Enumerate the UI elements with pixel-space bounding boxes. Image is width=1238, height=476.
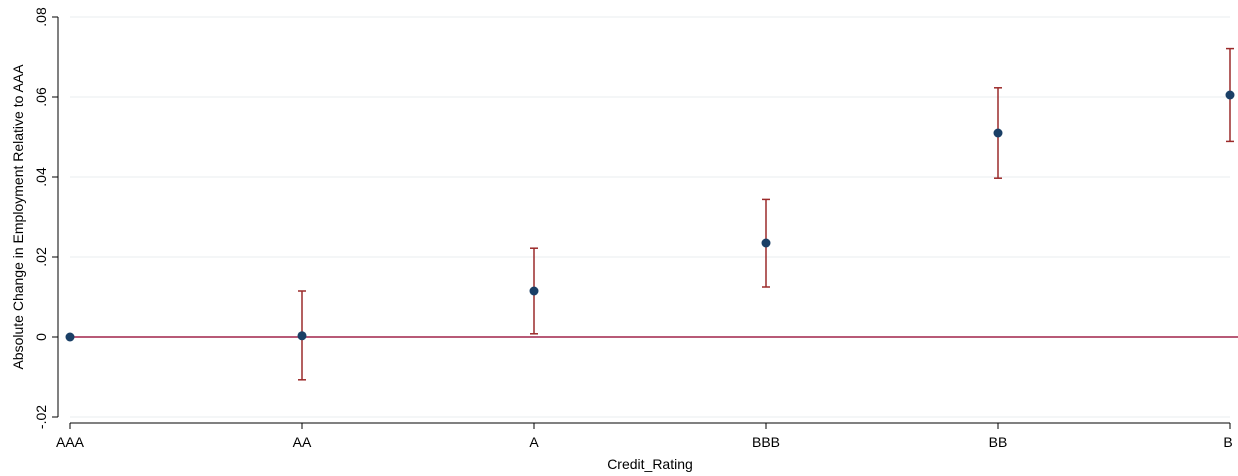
y-tick-label: 0 — [33, 333, 49, 341]
x-axis-title: Credit_Rating — [607, 456, 693, 472]
data-point — [993, 128, 1003, 138]
error-bars — [298, 47, 1234, 381]
y-tick-label: -.02 — [33, 405, 49, 429]
data-point — [761, 238, 771, 248]
data-point — [65, 332, 75, 342]
x-tick-label: B — [1223, 434, 1232, 450]
x-tick-label: AAA — [56, 434, 85, 450]
y-tick-label: .08 — [33, 7, 49, 27]
y-tick-label: .04 — [33, 167, 49, 187]
data-point — [1225, 90, 1235, 100]
y-tick-label: .02 — [33, 247, 49, 267]
y-axis-title: Absolute Change in Employment Relative t… — [10, 64, 26, 370]
data-points — [65, 90, 1235, 342]
data-point — [297, 331, 307, 341]
grid-lines — [70, 16, 1230, 418]
data-point — [529, 286, 539, 296]
x-tick-label: A — [529, 434, 539, 450]
y-tick-label: .06 — [33, 87, 49, 107]
x-tick-label: AA — [293, 434, 312, 450]
x-tick-label: BB — [989, 434, 1008, 450]
x-tick-label: BBB — [752, 434, 780, 450]
